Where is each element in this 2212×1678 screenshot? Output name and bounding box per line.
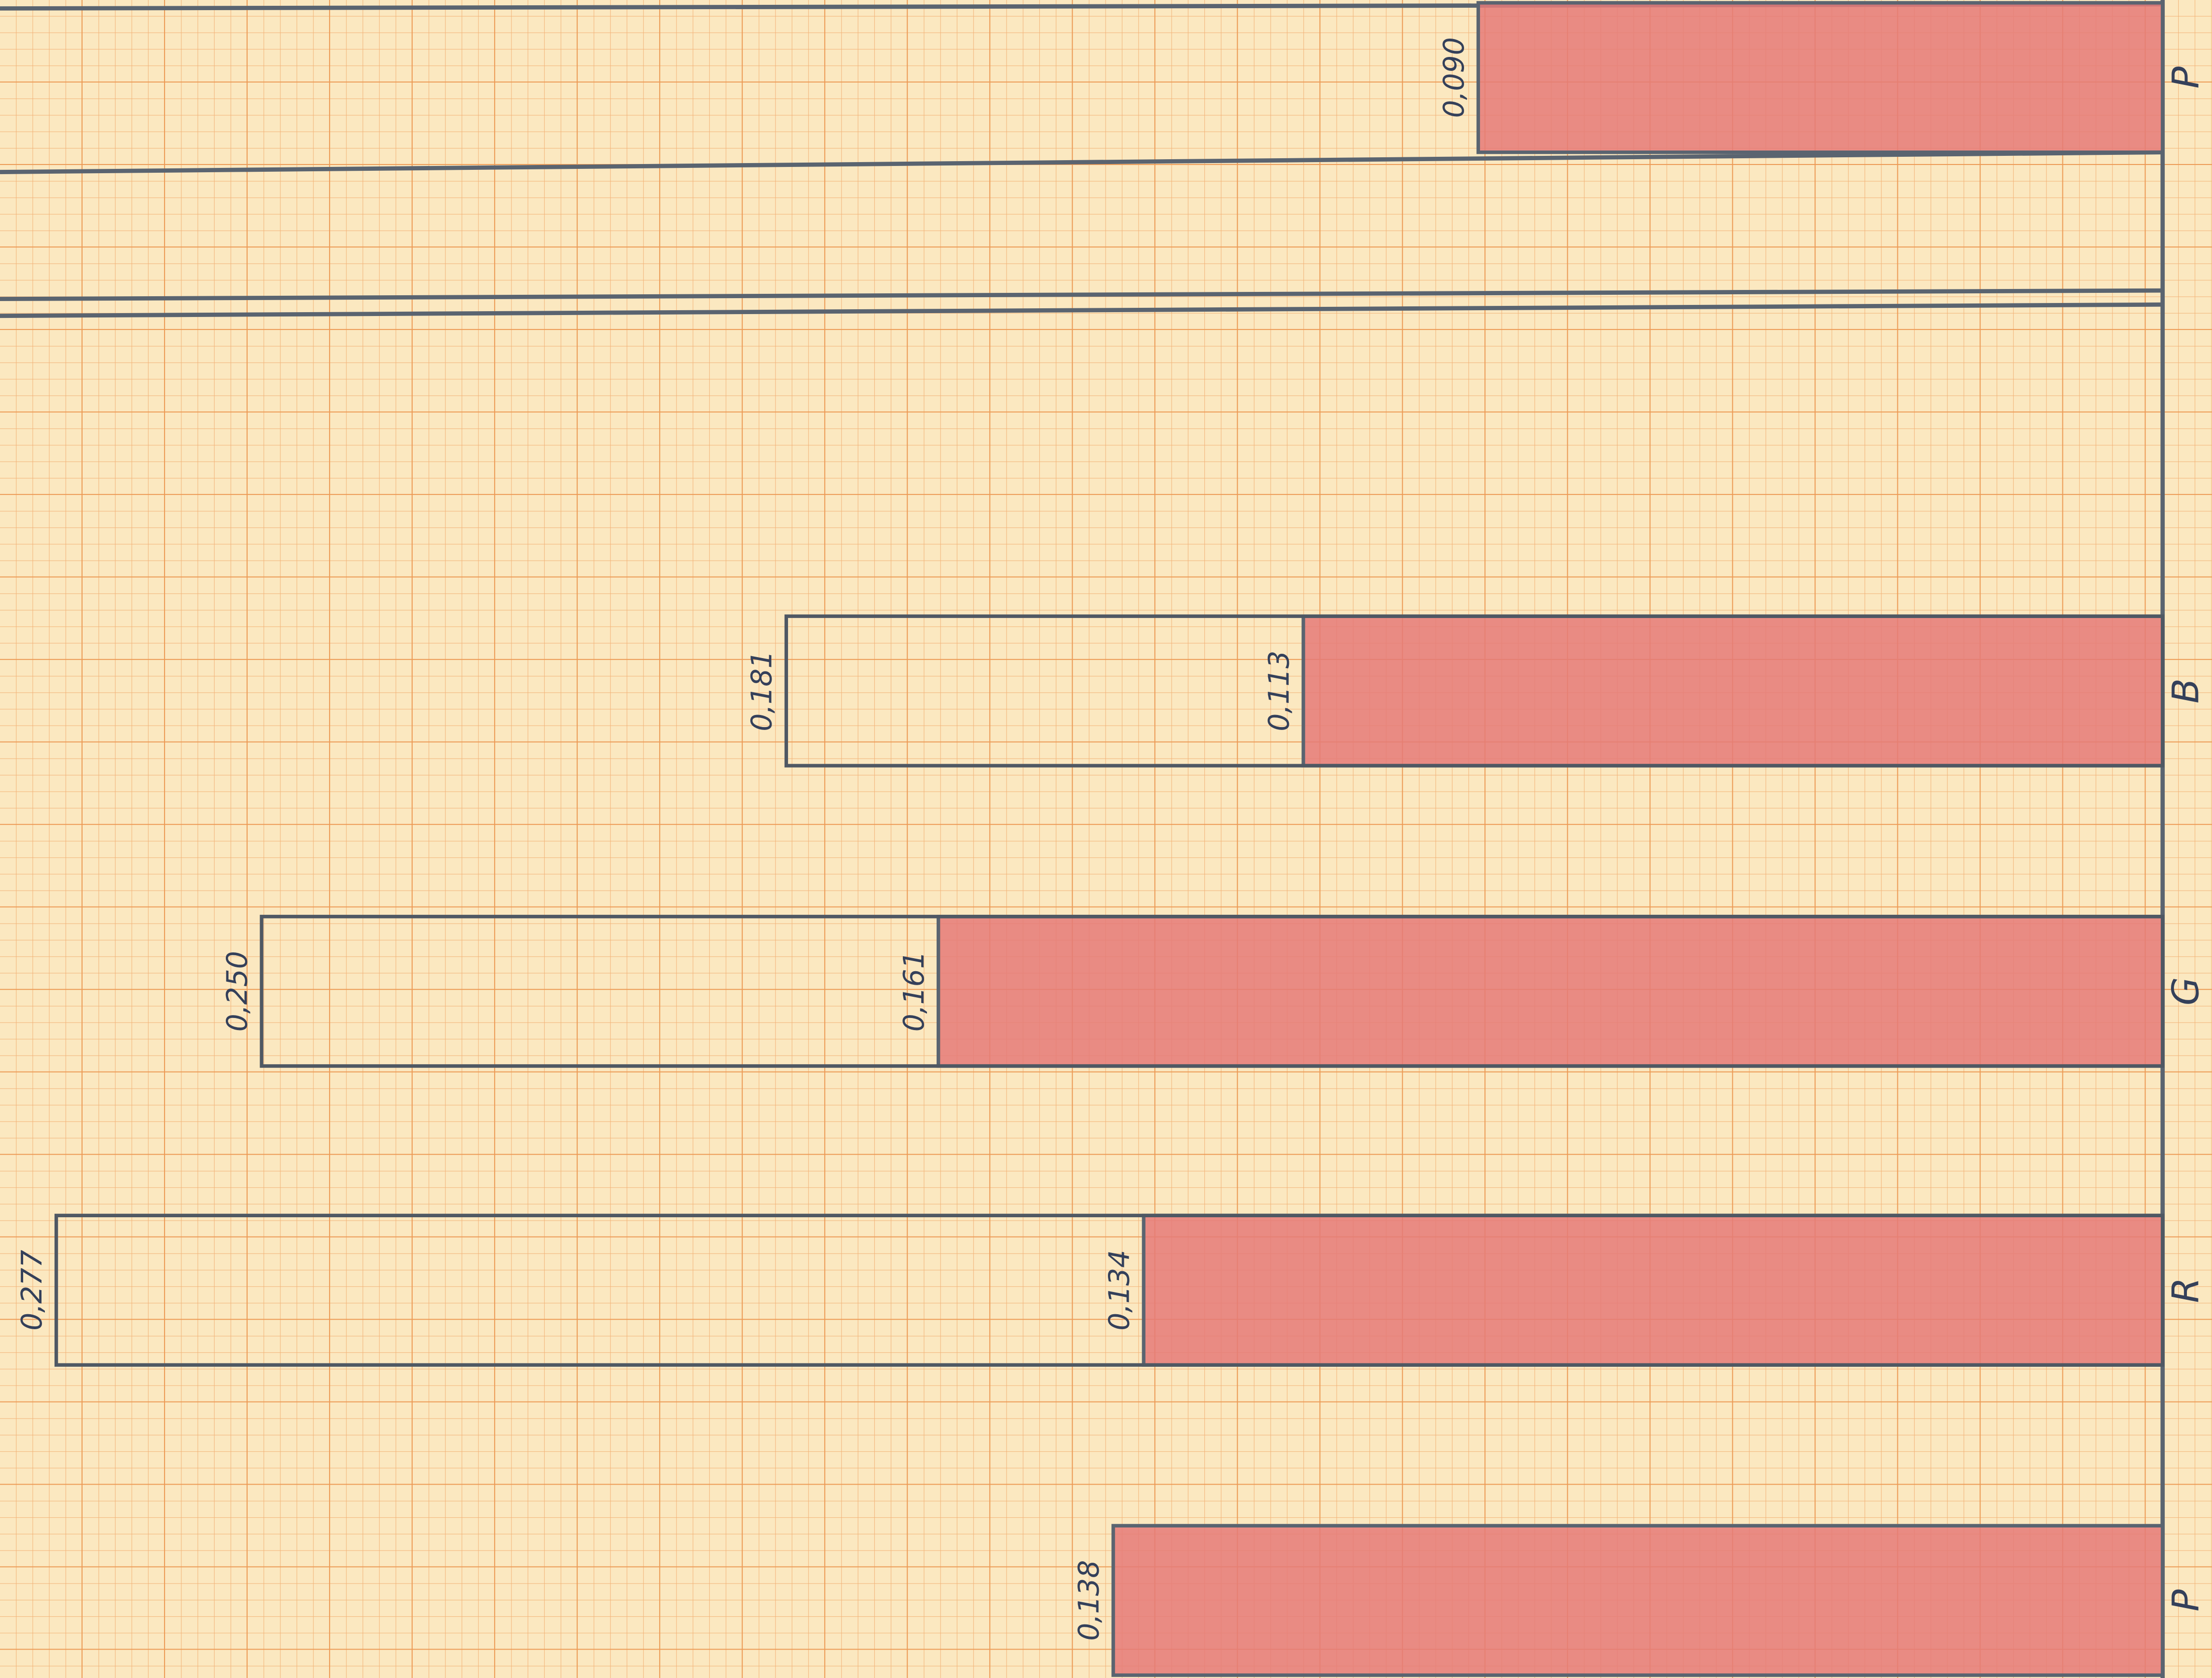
- page: 0,138 0,134 0,161 0,113 0,090 0,277 0,250 0,181…: [0, 0, 2212, 1678]
- value-label: 0,090: [1438, 37, 1470, 118]
- value-label: 0,181: [746, 650, 778, 731]
- value-label: 0,277: [15, 1250, 48, 1331]
- chart: 0,138 0,134 0,161 0,113 0,090 0,277 0,250 0,181…: [0, 0, 2212, 1678]
- category-label: B: [2164, 678, 2207, 703]
- bar: [1113, 1526, 2163, 1675]
- value-label: 0,250: [221, 951, 253, 1032]
- category-label: G: [2164, 977, 2207, 1005]
- bar: [1144, 1215, 2163, 1365]
- value-label: 0,161: [898, 951, 930, 1032]
- value-label: 0,138: [1072, 1560, 1105, 1641]
- graph-grid: [0, 0, 2212, 1678]
- value-label: 0,134: [1103, 1250, 1135, 1331]
- category-label: R: [2164, 1278, 2207, 1303]
- bar: [939, 917, 2163, 1066]
- value-label: 0,113: [1262, 650, 1295, 731]
- category-label: P: [2164, 67, 2207, 89]
- category-label: P: [2164, 1589, 2207, 1611]
- bar: [1478, 3, 2162, 152]
- bar: [1303, 616, 2163, 766]
